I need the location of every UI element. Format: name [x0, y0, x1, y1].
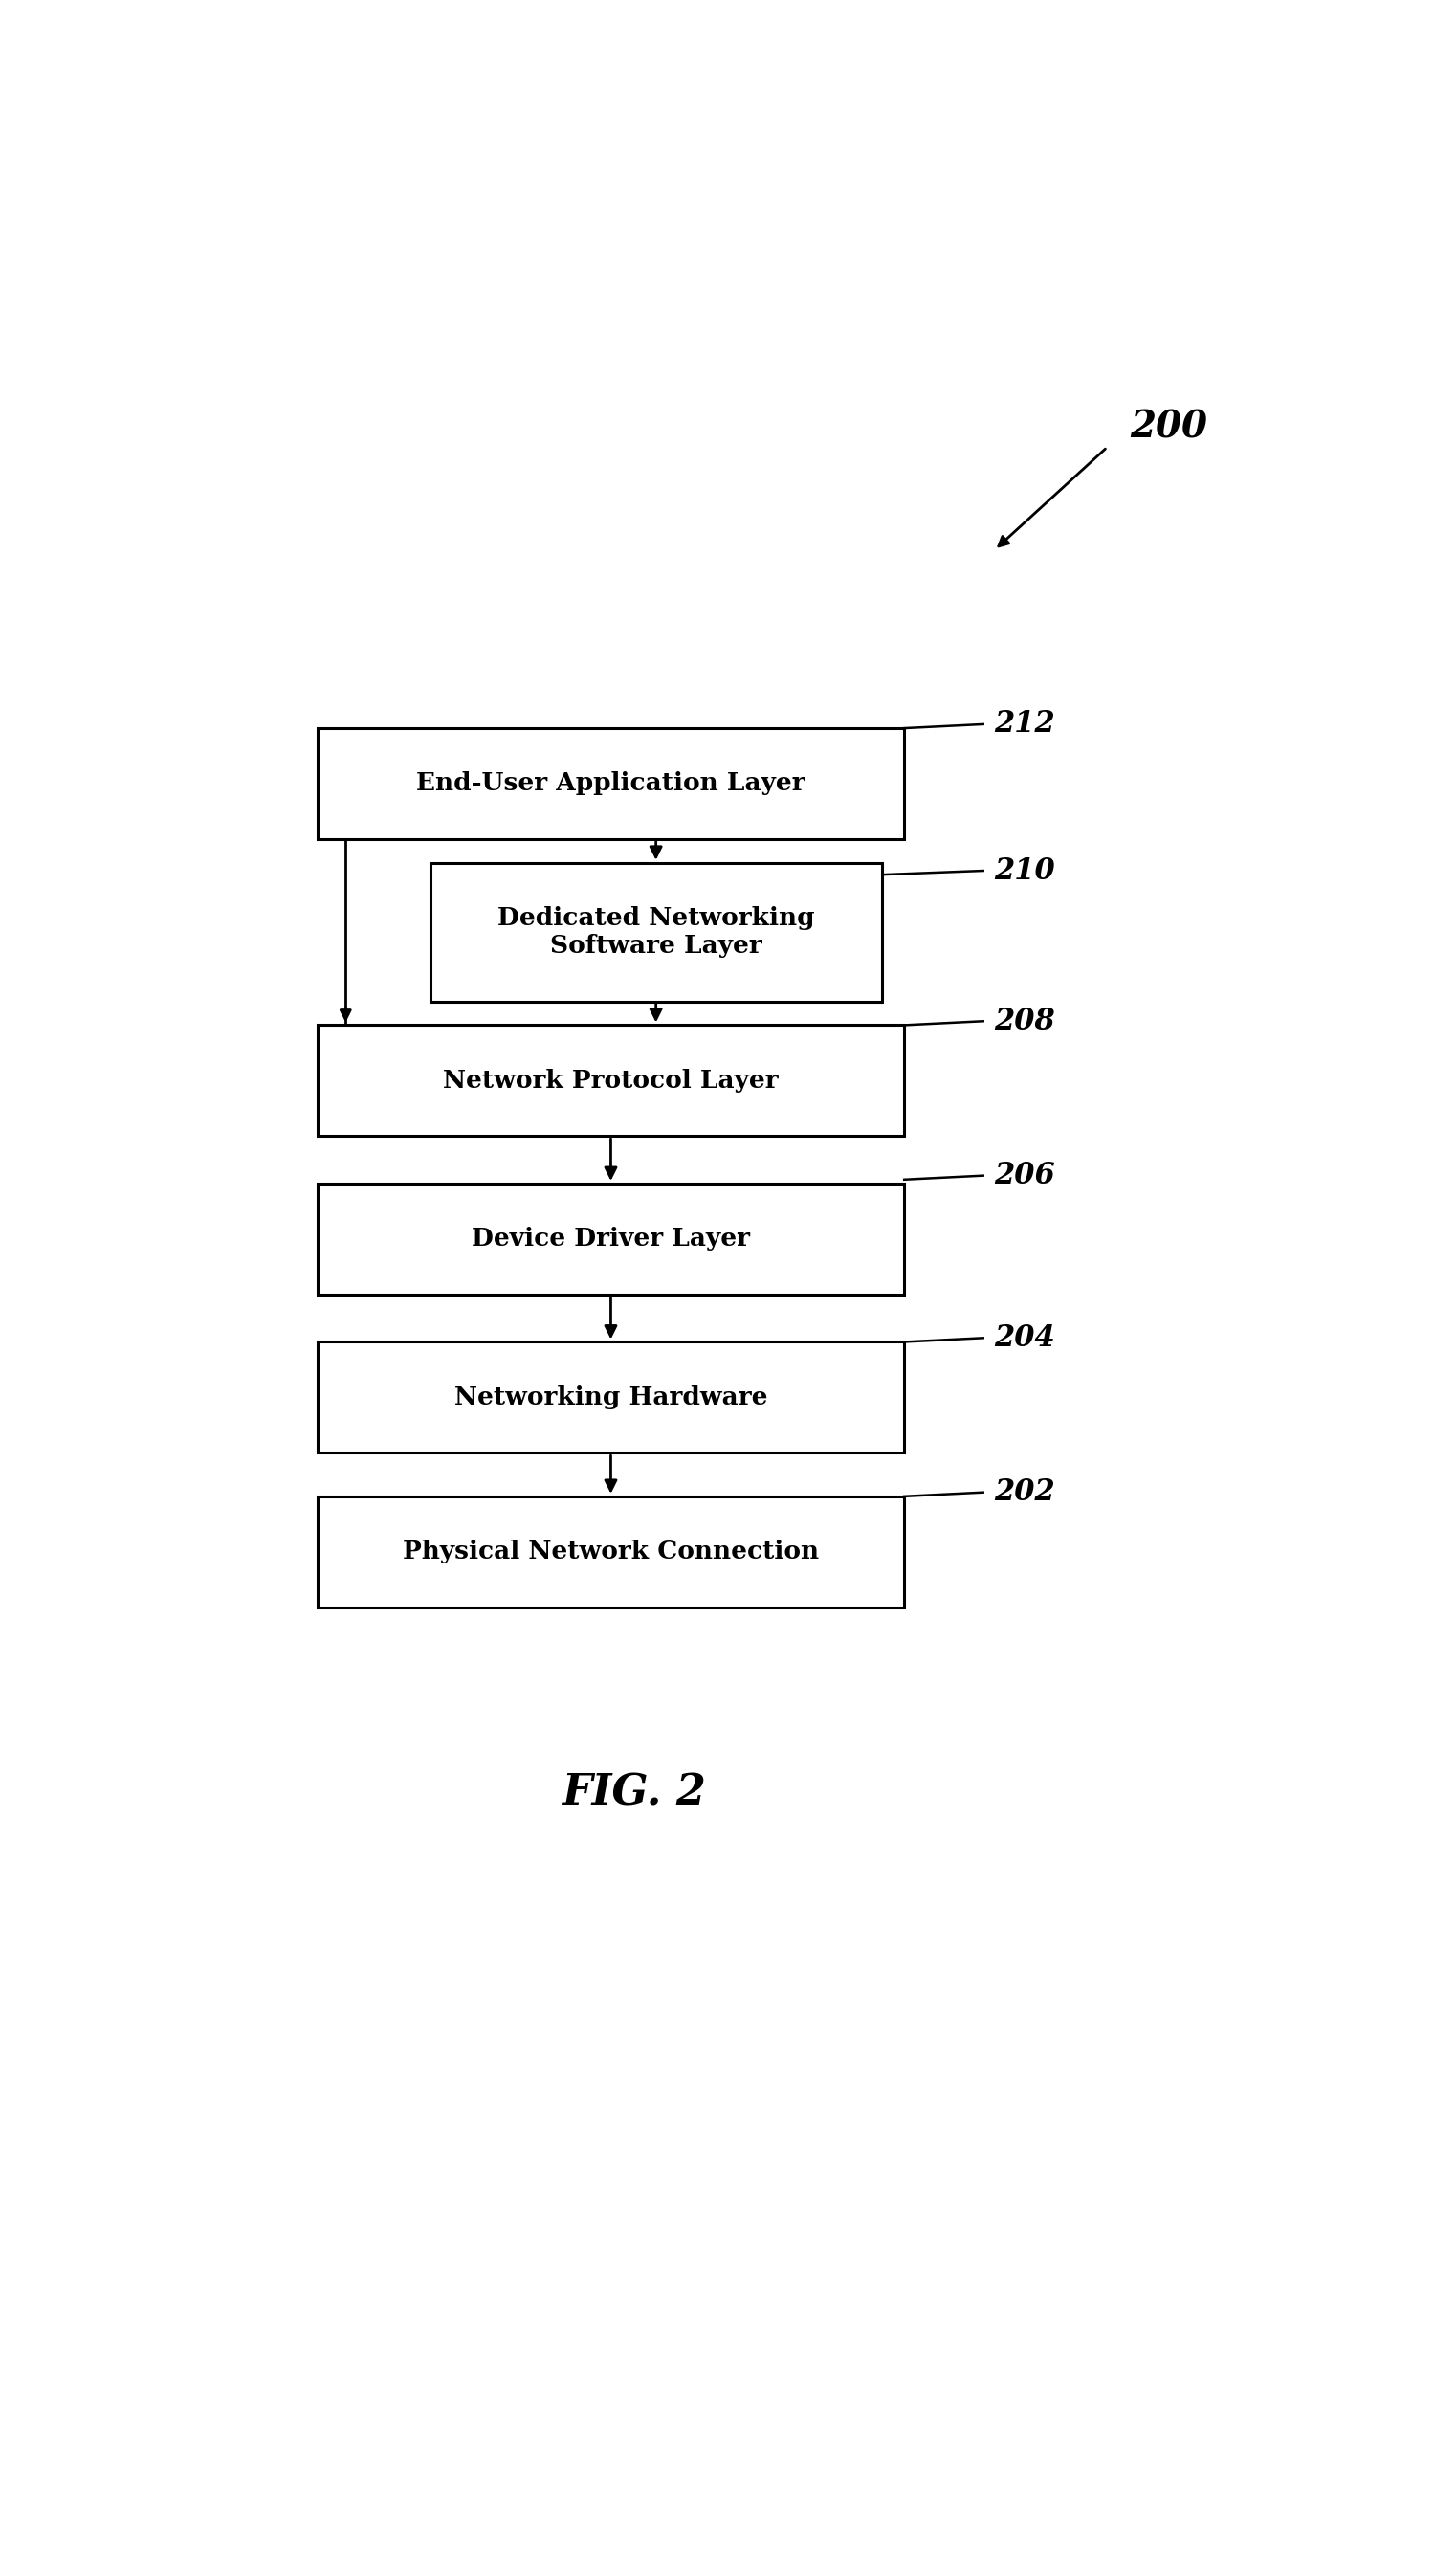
Bar: [431, 864, 881, 1000]
Text: 208: 208: [994, 1005, 1056, 1036]
Text: 202: 202: [994, 1478, 1056, 1507]
Bar: [317, 1342, 904, 1453]
Bar: [317, 728, 904, 838]
Text: Device Driver Layer: Device Driver Layer: [472, 1226, 750, 1252]
Text: 212: 212: [994, 710, 1056, 738]
Bar: [317, 1183, 904, 1293]
Bar: [317, 1026, 904, 1136]
Text: 204: 204: [994, 1324, 1056, 1352]
Text: FIG. 2: FIG. 2: [561, 1771, 706, 1815]
Bar: [317, 1496, 904, 1607]
Text: 200: 200: [1130, 409, 1207, 445]
Text: Dedicated Networking
Software Layer: Dedicated Networking Software Layer: [498, 908, 814, 959]
Text: Network Protocol Layer: Network Protocol Layer: [443, 1070, 779, 1093]
Text: Physical Network Connection: Physical Network Connection: [403, 1540, 818, 1563]
Text: Networking Hardware: Networking Hardware: [454, 1386, 767, 1409]
Text: End-User Application Layer: End-User Application Layer: [416, 771, 805, 794]
Text: 210: 210: [994, 856, 1056, 884]
Text: 206: 206: [994, 1160, 1056, 1190]
